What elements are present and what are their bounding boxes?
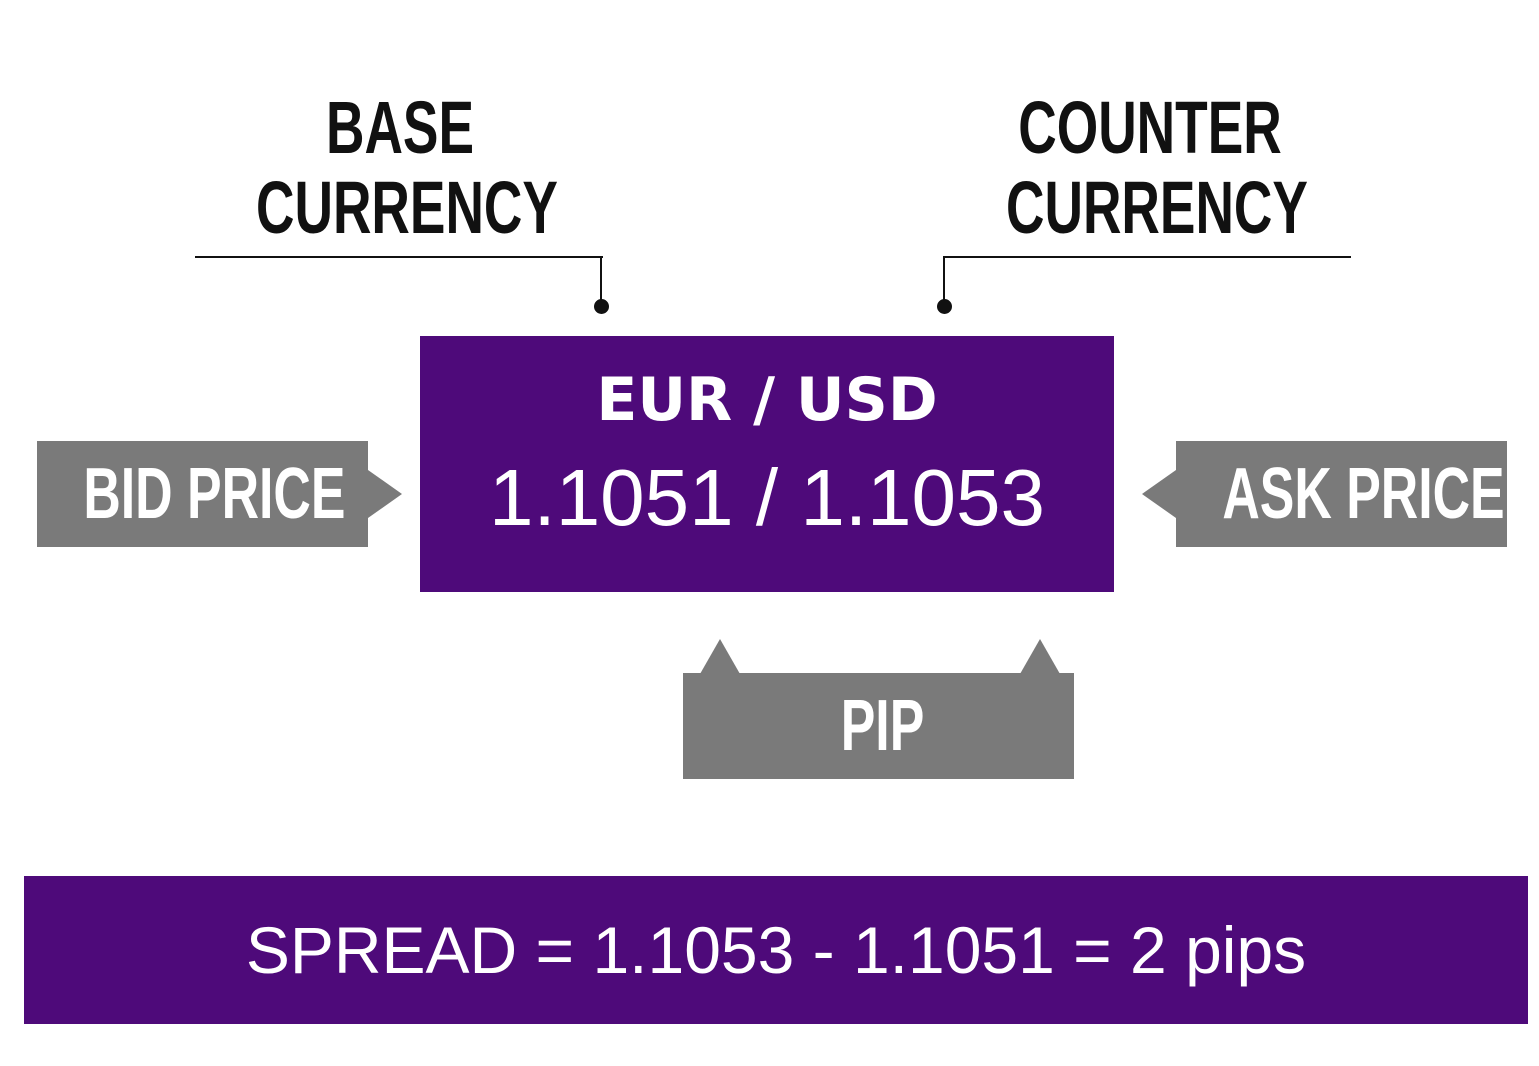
- quote-box: [420, 336, 1114, 592]
- pip-label: PIP: [840, 686, 925, 766]
- bid-price-callout: BID PRICE: [37, 441, 368, 547]
- ask-price-label: ASK PRICE: [1222, 454, 1505, 534]
- base-connector-vertical: [600, 256, 602, 304]
- counter-connector-horizontal: [943, 256, 1351, 258]
- bid-price-label: BID PRICE: [83, 454, 346, 534]
- base-currency-line2: CURRENCY: [256, 166, 558, 249]
- ask-price-callout: ASK PRICE: [1176, 441, 1507, 547]
- base-currency-label: BASE CURRENCY: [256, 86, 558, 249]
- pip-callout: PIP: [683, 673, 1074, 779]
- currency-pair: EUR / USD: [596, 365, 938, 435]
- base-connector-horizontal: [195, 256, 603, 258]
- base-currency-line1: BASE: [325, 86, 475, 169]
- counter-currency-line2: CURRENCY: [1006, 166, 1308, 249]
- pip-arrow-right: [1020, 639, 1060, 674]
- bid-price-arrow: [368, 470, 402, 518]
- bid-ask-prices: 1.1051 / 1.1053: [488, 453, 1046, 542]
- spread-bar: SPREAD = 1.1053 - 1.1051 = 2 pips: [24, 876, 1528, 1024]
- counter-currency-label: COUNTER CURRENCY: [1006, 86, 1308, 249]
- base-connector-dot: [594, 299, 609, 314]
- counter-connector-dot: [937, 299, 952, 314]
- counter-currency-line1: COUNTER: [1018, 86, 1282, 169]
- ask-price-arrow: [1142, 470, 1176, 518]
- pip-arrow-left: [700, 639, 740, 674]
- spread-formula: SPREAD = 1.1053 - 1.1051 = 2 pips: [245, 913, 1307, 987]
- counter-connector-vertical: [943, 256, 945, 304]
